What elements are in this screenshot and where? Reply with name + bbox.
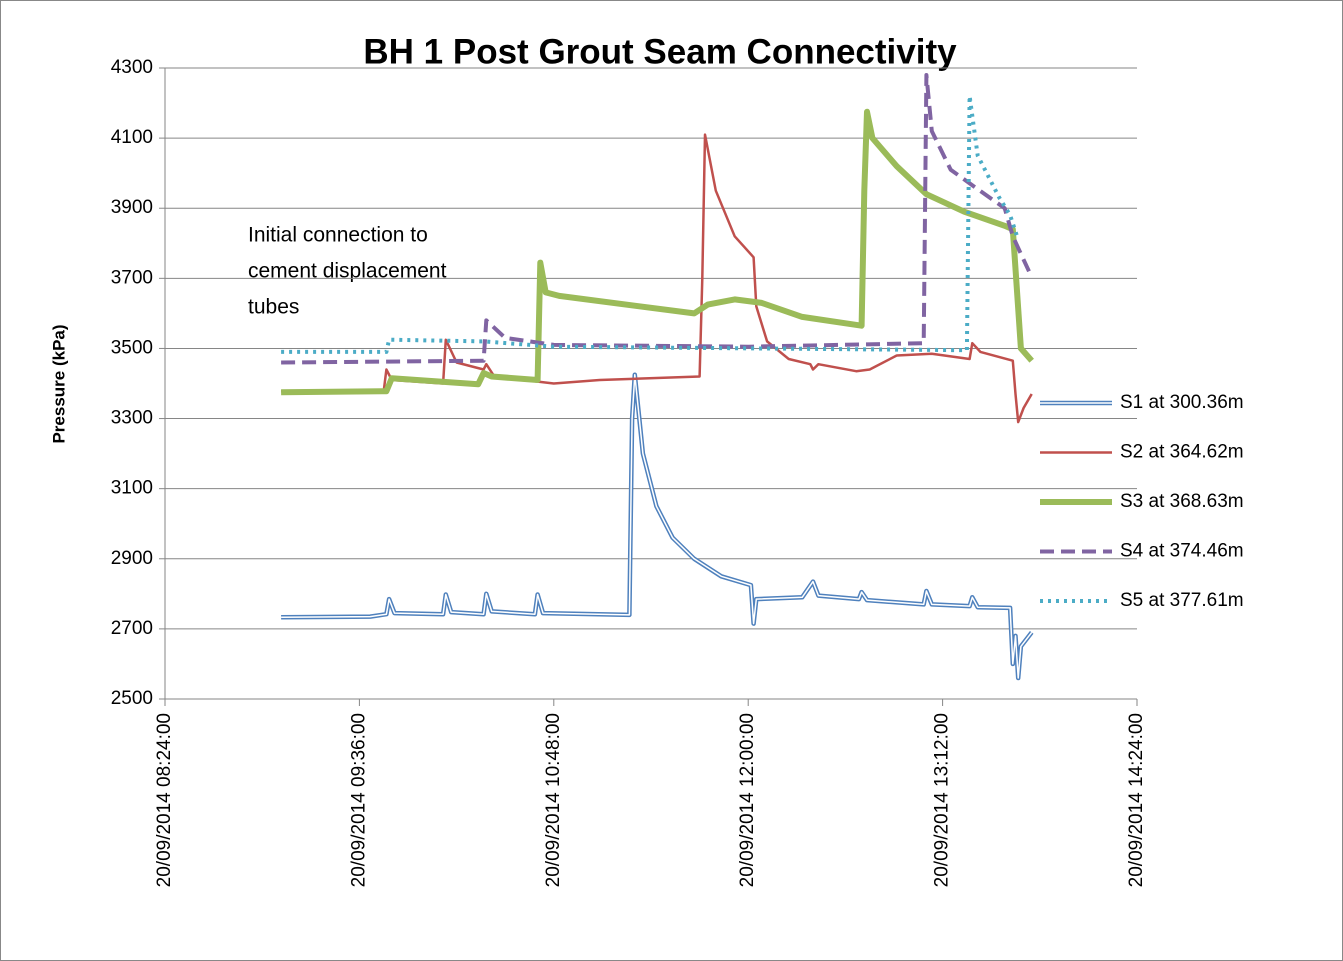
series-line [281, 73, 1031, 365]
legend-label: S2 at 364.62m [1120, 442, 1244, 463]
series-line [281, 94, 1021, 354]
series-line [281, 133, 1033, 424]
y-tick-label: 4100 [111, 127, 153, 148]
legend-label: S1 at 300.36m [1120, 392, 1244, 413]
legend-label: S4 at 374.46m [1120, 541, 1244, 562]
series-line-inner [281, 373, 1033, 679]
x-tick-label: 20/09/2014 12:00:00 [737, 713, 758, 887]
x-tick-label: 20/09/2014 08:24:00 [154, 713, 175, 887]
chart-title: BH 1 Post Grout Seam Connectivity [363, 32, 957, 71]
y-tick-label: 2700 [111, 618, 153, 639]
y-tick-label: 3100 [111, 478, 153, 499]
legend-label: S5 at 377.61m [1120, 590, 1244, 611]
legend-label: S3 at 368.63m [1120, 491, 1244, 512]
annotation: cement displacement [248, 260, 447, 283]
annotation: tubes [248, 296, 299, 319]
x-tick-label: 20/09/2014 09:36:00 [348, 713, 369, 887]
annotation: Initial connection to [248, 224, 428, 247]
series-line [281, 108, 1034, 396]
y-tick-label: 4300 [111, 57, 153, 78]
y-axis-label: Pressure (kPa) [49, 324, 68, 443]
y-tick-label: 3900 [111, 197, 153, 218]
y-tick-label: 3700 [111, 267, 153, 288]
y-tick-label: 2500 [111, 688, 153, 709]
x-tick-label: 20/09/2014 14:24:00 [1126, 713, 1147, 887]
y-tick-label: 3500 [111, 337, 153, 358]
y-tick-label: 3300 [111, 408, 153, 429]
x-tick-label: 20/09/2014 13:12:00 [932, 713, 953, 887]
x-tick-label: 20/09/2014 10:48:00 [543, 713, 564, 887]
y-tick-label: 2900 [111, 548, 153, 569]
